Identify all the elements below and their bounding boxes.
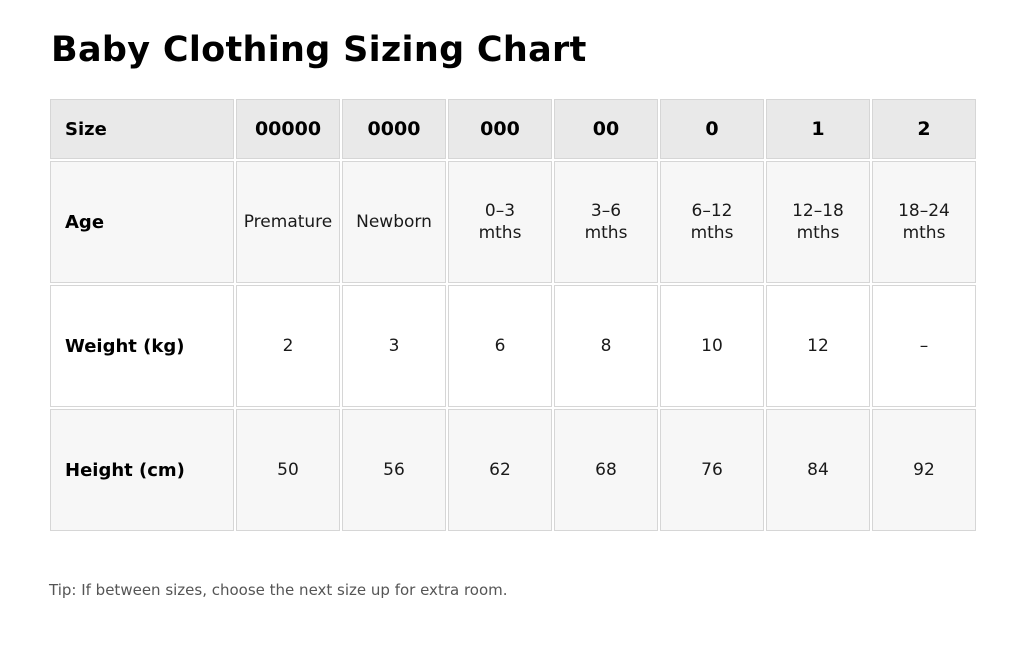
height-cell: 76 (660, 409, 764, 532)
weight-cell: 8 (554, 285, 658, 408)
page: Baby Clothing Sizing Chart Size 00000 00… (0, 30, 1024, 599)
row-label-weight: Weight (kg) (50, 285, 234, 408)
weight-cell: 12 (766, 285, 870, 408)
header-cell-size-000: 000 (448, 99, 552, 160)
table-row-weight: Weight (kg) 2 3 6 8 10 12 – (50, 285, 976, 408)
age-cell: 3–6 mths (554, 161, 658, 284)
row-label-height: Height (cm) (50, 409, 234, 532)
height-cell: 62 (448, 409, 552, 532)
weight-cell: 3 (342, 285, 446, 408)
weight-cell: 2 (236, 285, 340, 408)
weight-cell: 10 (660, 285, 764, 408)
age-cell: 0–3 mths (448, 161, 552, 284)
weight-cell: 6 (448, 285, 552, 408)
header-cell-size-2: 2 (872, 99, 976, 160)
table-header-row: Size 00000 0000 000 00 0 1 2 (50, 99, 976, 160)
height-cell: 56 (342, 409, 446, 532)
height-cell: 68 (554, 409, 658, 532)
height-cell: 50 (236, 409, 340, 532)
age-cell: Premature (236, 161, 340, 284)
header-cell-size: Size (50, 99, 234, 160)
header-cell-size-1: 1 (766, 99, 870, 160)
height-cell: 92 (872, 409, 976, 532)
table-row-age: Age Premature Newborn 0–3 mths 3–6 mths … (50, 161, 976, 284)
age-cell: 18–24 mths (872, 161, 976, 284)
sizing-table: Size 00000 0000 000 00 0 1 2 Age Prematu… (48, 97, 978, 534)
page-title: Baby Clothing Sizing Chart (51, 30, 587, 70)
header-cell-size-00000: 00000 (236, 99, 340, 160)
age-cell: 6–12 mths (660, 161, 764, 284)
table-row-height: Height (cm) 50 56 62 68 76 84 92 (50, 409, 976, 532)
age-cell: 12–18 mths (766, 161, 870, 284)
header-cell-size-00: 00 (554, 99, 658, 160)
header-cell-size-0: 0 (660, 99, 764, 160)
weight-cell: – (872, 285, 976, 408)
tip-text: Tip: If between sizes, choose the next s… (49, 581, 508, 600)
header-cell-size-0000: 0000 (342, 99, 446, 160)
age-cell: Newborn (342, 161, 446, 284)
row-label-age: Age (50, 161, 234, 284)
height-cell: 84 (766, 409, 870, 532)
